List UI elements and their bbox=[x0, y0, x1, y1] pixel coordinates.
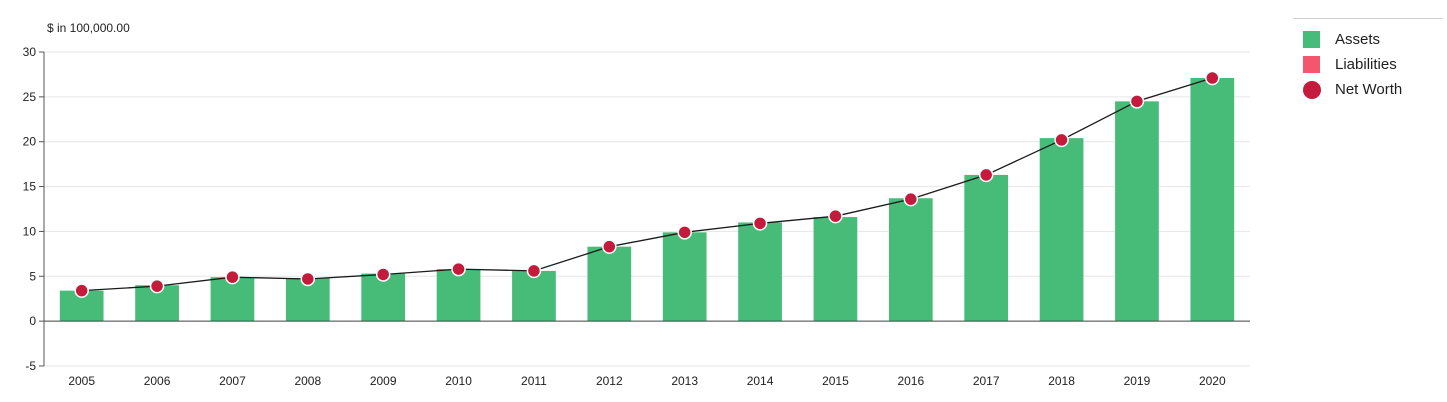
net-worth-point-2006[interactable] bbox=[149, 278, 165, 294]
legend-item-net-worth[interactable]: Net Worth bbox=[1293, 77, 1443, 102]
net-worth-point-2007[interactable] bbox=[225, 269, 240, 285]
x-tick-label: 2017 bbox=[973, 374, 1000, 388]
assets-bars bbox=[59, 78, 1235, 322]
net-worth-point-2016[interactable] bbox=[903, 191, 919, 207]
x-tick-label: 2020 bbox=[1199, 374, 1226, 388]
x-tick-label: 2015 bbox=[822, 374, 849, 388]
y-axis: -5 0 5 10 15 20 25 30 bbox=[23, 45, 45, 373]
x-tick-label: 2008 bbox=[294, 374, 321, 388]
legend-label-net-worth: Net Worth bbox=[1335, 81, 1403, 98]
net-worth-point-2010[interactable] bbox=[451, 261, 466, 277]
assets-bar-2010[interactable] bbox=[436, 269, 481, 322]
assets-bar-2013[interactable] bbox=[662, 232, 707, 322]
x-tick-label: 2016 bbox=[897, 374, 924, 388]
assets-bar-2018[interactable] bbox=[1039, 138, 1084, 322]
x-tick-label: 2009 bbox=[370, 374, 397, 388]
net-worth-point-2009[interactable] bbox=[375, 267, 391, 282]
y-tick-label: 5 bbox=[29, 269, 36, 283]
net-worth-point-2012[interactable] bbox=[602, 239, 617, 254]
x-tick-label: 2005 bbox=[68, 374, 95, 388]
x-tick-label: 2013 bbox=[671, 374, 698, 388]
assets-swatch-icon bbox=[1303, 31, 1320, 48]
net-worth-point-2015[interactable] bbox=[828, 208, 843, 224]
net-worth-point-2014[interactable] bbox=[752, 216, 768, 231]
x-tick-label: 2019 bbox=[1124, 374, 1151, 388]
y-tick-label: 25 bbox=[23, 90, 37, 104]
net-worth-point-2019[interactable] bbox=[1129, 94, 1145, 109]
net-worth-point-2011[interactable] bbox=[526, 263, 542, 279]
x-tick-label: 2012 bbox=[596, 374, 623, 388]
assets-bar-2011[interactable] bbox=[512, 270, 556, 322]
assets-bar-2007[interactable] bbox=[210, 277, 255, 322]
assets-bar-2012[interactable] bbox=[587, 246, 632, 322]
net-worth-point-2020[interactable] bbox=[1205, 70, 1220, 86]
net-worth-point-2013[interactable] bbox=[677, 225, 692, 240]
y-tick-label: 0 bbox=[29, 314, 36, 328]
assets-bar-2020[interactable] bbox=[1190, 78, 1235, 322]
y-tick-label: 10 bbox=[23, 224, 37, 238]
y-tick-label: 20 bbox=[23, 135, 37, 149]
assets-bar-2014[interactable] bbox=[738, 222, 782, 322]
x-tick-label: 2011 bbox=[521, 374, 547, 388]
x-tick-label: 2007 bbox=[219, 374, 246, 388]
assets-bar-2016[interactable] bbox=[888, 198, 933, 322]
x-tick-label: 2010 bbox=[445, 374, 472, 388]
net-worth-point-2018[interactable] bbox=[1054, 132, 1069, 148]
assets-bar-2015[interactable] bbox=[813, 217, 858, 322]
x-axis: 2005 2006 2007 2008 2009 2010 2011 2012 2013 2014… bbox=[44, 320, 1250, 388]
legend: Assets Liabilities Net Worth bbox=[1293, 18, 1443, 102]
net-worth-point-2017[interactable] bbox=[978, 167, 994, 183]
y-unit-label: $ in 100,000.00 bbox=[47, 21, 130, 35]
legend-label-assets: Assets bbox=[1335, 31, 1381, 48]
assets-bar-2017[interactable] bbox=[964, 174, 1009, 322]
x-tick-label: 2018 bbox=[1048, 374, 1075, 388]
y-tick-label: 30 bbox=[23, 45, 37, 59]
x-tick-label: 2014 bbox=[747, 374, 774, 388]
x-tick-label: 2006 bbox=[144, 374, 171, 388]
liabilities-swatch-icon bbox=[1303, 56, 1320, 73]
y-tick-label: 15 bbox=[23, 180, 37, 194]
y-tick-label: -5 bbox=[25, 359, 36, 373]
net-worth-point-2005[interactable] bbox=[74, 283, 89, 298]
net-worth-series-line bbox=[81, 77, 1213, 292]
assets-bar-2019[interactable] bbox=[1115, 101, 1159, 322]
net-worth-point-2008[interactable] bbox=[300, 271, 316, 287]
net-worth-marker-icon bbox=[1303, 80, 1321, 99]
legend-item-liabilities[interactable]: Liabilities bbox=[1293, 52, 1443, 77]
legend-item-assets[interactable]: Assets bbox=[1293, 27, 1443, 52]
legend-label-liabilities: Liabilities bbox=[1335, 56, 1397, 73]
net-worth-line bbox=[74, 70, 1220, 298]
